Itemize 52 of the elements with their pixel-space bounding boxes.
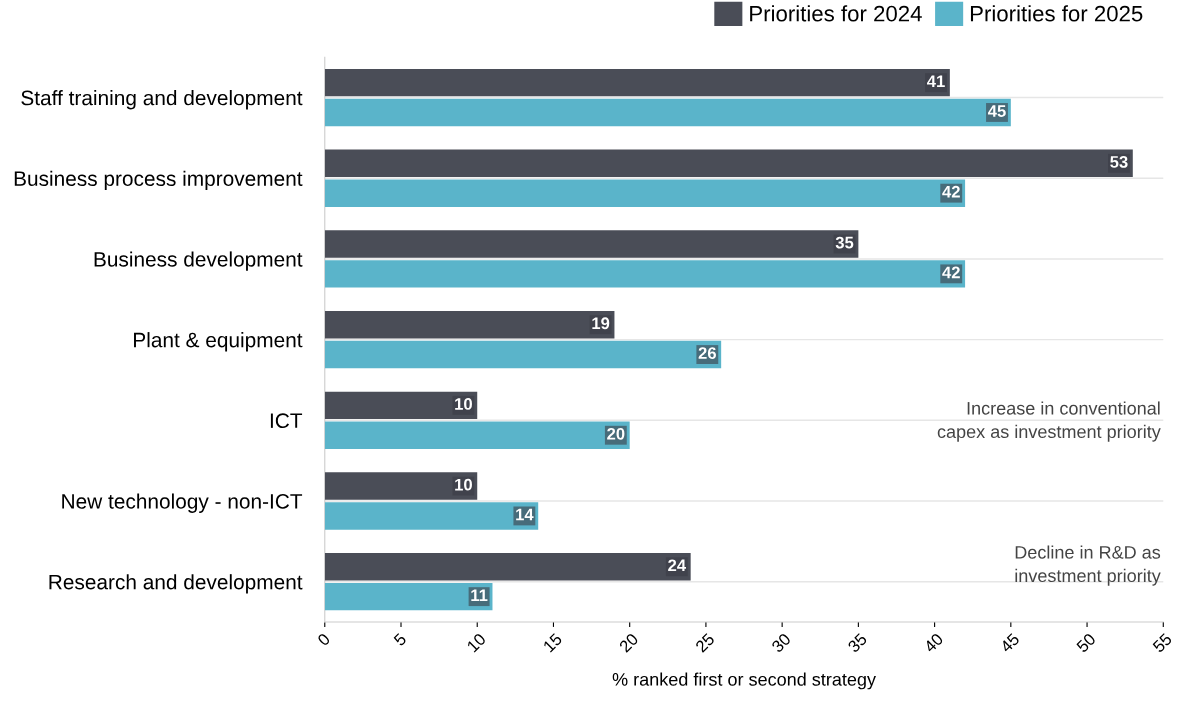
data-label: 11 xyxy=(471,589,488,601)
legend-label: Priorities for 2025 xyxy=(970,5,1143,22)
y-tick-label: Research and development xyxy=(49,574,303,594)
bar xyxy=(324,472,478,500)
bar xyxy=(324,553,691,581)
x-tick-label: 0 xyxy=(316,632,331,647)
data-label: 10 xyxy=(455,478,472,491)
x-tick-label: 55 xyxy=(1152,632,1173,654)
y-tick-label: Staff training and development xyxy=(21,90,303,110)
bar xyxy=(324,391,478,420)
data-label: 10 xyxy=(455,398,472,410)
data-label: 20 xyxy=(607,427,625,440)
y-tick-label: ICT xyxy=(270,413,303,429)
annotation: Increase in conventional capex as investment priority xyxy=(937,401,1161,442)
legend-label: Priorities for 2024 xyxy=(750,5,922,22)
x-tick-label: 50 xyxy=(1075,632,1097,654)
bar xyxy=(324,179,966,207)
bar xyxy=(324,260,966,288)
x-tick-label: 35 xyxy=(847,632,868,654)
data-label: 24 xyxy=(668,559,687,572)
annotation: Decline in R&D as investment priority xyxy=(1015,545,1161,586)
bar xyxy=(324,582,493,611)
bar xyxy=(324,98,1011,127)
x-tick-label: 40 xyxy=(923,632,944,654)
x-tick-label: 5 xyxy=(393,632,407,647)
data-label: 41 xyxy=(926,75,945,87)
x-tick-label: 30 xyxy=(770,632,792,654)
bar xyxy=(324,421,630,449)
y-tick-label: Business development xyxy=(94,251,303,271)
y-tick-label: Business process improvement xyxy=(14,170,303,191)
data-label: 45 xyxy=(987,105,1006,117)
data-label: 26 xyxy=(698,347,716,360)
x-tick-label: 15 xyxy=(542,632,563,653)
bar xyxy=(324,502,539,530)
bar xyxy=(324,340,722,369)
x-tick-label: 45 xyxy=(999,632,1021,654)
x-tick-label: 20 xyxy=(618,632,639,653)
data-label: 14 xyxy=(516,508,534,521)
data-label: 19 xyxy=(592,317,610,330)
bar xyxy=(324,68,950,97)
data-label: 42 xyxy=(942,266,960,279)
y-tick-label: Plant & equipment xyxy=(134,332,303,352)
data-label: 42 xyxy=(942,185,960,198)
bar xyxy=(324,149,1133,178)
x-axis-title: % ranked first or second strategy xyxy=(612,672,876,690)
y-tick-label: New technology - non-ICT xyxy=(62,493,303,513)
bar xyxy=(324,310,615,339)
x-tick-label: 25 xyxy=(694,632,716,653)
data-label: 35 xyxy=(835,236,854,249)
bar xyxy=(324,230,859,258)
x-tick-label: 10 xyxy=(466,632,487,653)
data-label: 53 xyxy=(1110,155,1128,168)
